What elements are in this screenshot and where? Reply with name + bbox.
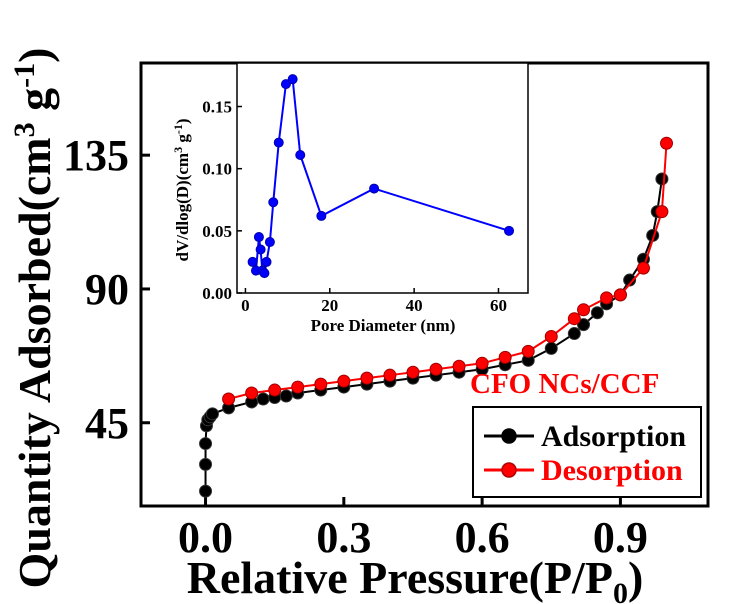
main-series-point: [545, 331, 557, 343]
y-tick-label: 45: [85, 399, 129, 448]
inset-series-point: [248, 257, 257, 266]
main-series-point: [200, 458, 212, 470]
main-series-point: [637, 262, 649, 274]
inset-series-point: [256, 245, 265, 254]
sample-annotation: CFO NCs/CCF: [470, 368, 659, 400]
inset-series-point: [317, 211, 326, 220]
main-series-point: [499, 351, 511, 363]
inset-series-point: [370, 184, 379, 193]
main-series-point: [568, 313, 580, 325]
main-series-point: [656, 173, 668, 185]
main-y-axis-label: Quantity Adsorbed(cm3 g-1): [8, 48, 60, 589]
main-series-point: [522, 345, 534, 357]
legend-label-desorption: Desorption: [541, 454, 683, 487]
y-tick-label: 0.05: [202, 222, 232, 241]
x-tick-label: 20: [321, 296, 338, 315]
inset-series-point: [288, 75, 297, 84]
legend-marker-adsorption: [502, 429, 516, 443]
main-series-point: [223, 393, 235, 405]
main-series-point: [578, 304, 590, 316]
main-series-point: [591, 307, 603, 319]
inset-plot-frame: [237, 63, 528, 293]
inset-series-point: [262, 257, 271, 266]
main-series-point: [614, 289, 626, 301]
main-series-point: [206, 408, 218, 420]
inset-series-point: [296, 151, 305, 160]
main-series-point: [200, 485, 212, 497]
inset-chart: 0 20 40 60 0.00 0.05 0.10 0.15 Pore Diameter (n…: [171, 63, 528, 335]
main-series-point: [269, 384, 281, 396]
main-series-point: [246, 387, 258, 399]
inset-x-axis-label: Pore Diameter (nm): [311, 316, 456, 335]
y-tick-label: 0.15: [202, 98, 232, 117]
inset-series-point: [254, 233, 263, 242]
inset-series-point: [505, 226, 514, 235]
main-series-point: [292, 381, 304, 393]
main-series-point: [338, 375, 350, 387]
y-tick-label: 90: [85, 265, 129, 314]
y-tick-label: 135: [63, 131, 129, 180]
main-series-point: [361, 372, 373, 384]
main-series-point: [280, 390, 292, 402]
x-tick-label: 60: [490, 296, 507, 315]
main-series-point: [257, 393, 269, 405]
main-series-point: [661, 137, 673, 149]
main-series-point: [430, 363, 442, 375]
legend: Adsorption Desorption: [473, 407, 701, 497]
inset-series-point: [265, 238, 274, 247]
main-series-point: [656, 206, 668, 218]
y-tick-label: 0.00: [202, 284, 232, 303]
inset-y-axis-label: dV/dlog(D)(cm3 g-1): [171, 118, 192, 261]
main-series-point: [407, 366, 419, 378]
legend-label-adsorption: Adsorption: [541, 420, 686, 453]
x-tick-label: 40: [406, 296, 423, 315]
x-tick-label: 0: [241, 296, 250, 315]
legend-marker-desorption: [502, 463, 516, 477]
main-series-point: [384, 369, 396, 381]
main-series-point: [200, 438, 212, 450]
main-series-point: [568, 328, 580, 340]
main-series-point: [545, 342, 557, 354]
main-series-point: [453, 360, 465, 372]
inset-series-point: [260, 269, 269, 278]
main-x-axis-label: Relative Pressure(P/P0): [187, 552, 644, 604]
main-series-point: [315, 378, 327, 390]
inset-series-point: [269, 198, 278, 207]
inset-series-point: [274, 138, 283, 147]
main-series-point: [601, 292, 613, 304]
y-tick-label: 0.10: [202, 160, 232, 179]
